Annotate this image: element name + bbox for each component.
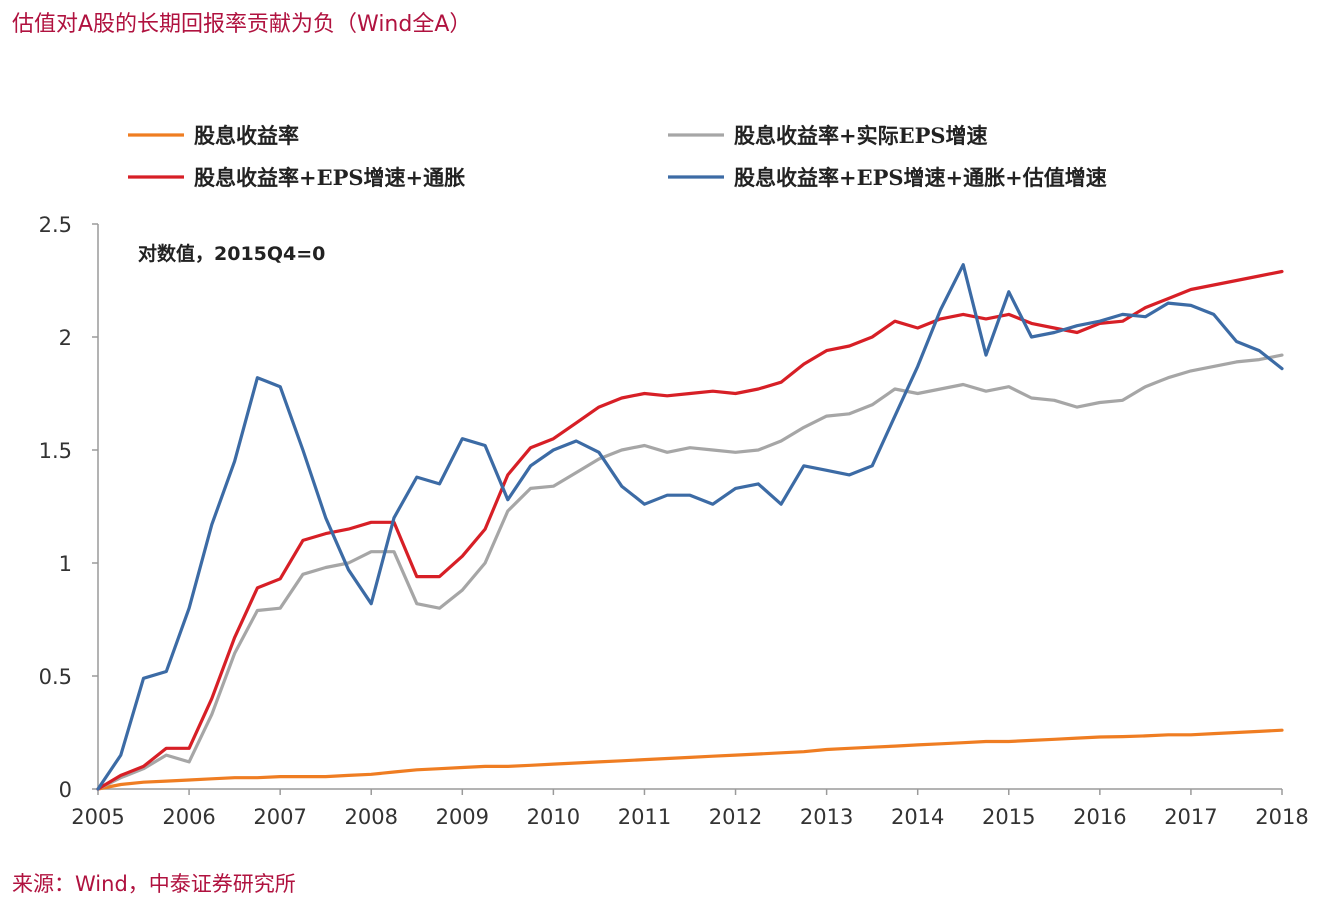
y-tick-label: 0 (59, 778, 72, 802)
x-tick-label: 2010 (527, 805, 580, 829)
axes (92, 223, 1283, 795)
x-tick-label: 2014 (891, 805, 944, 829)
x-tick-label: 2011 (618, 805, 671, 829)
series-line-3 (96, 269, 1284, 791)
y-tick-label: 1.5 (39, 439, 72, 463)
x-tick-label: 2012 (709, 805, 762, 829)
y-tick-label: 1 (59, 552, 72, 576)
x-tick-label: 2017 (1164, 805, 1217, 829)
legend-label: 股息收益率+EPS增速+通胀+估值增速 (734, 165, 1107, 190)
source-note: 来源：Wind，中泰证券研究所 (12, 872, 296, 896)
x-tick-label: 2015 (982, 805, 1035, 829)
legend-label: 股息收益率+EPS增速+通胀 (194, 165, 465, 190)
x-tick-label: 2013 (800, 805, 853, 829)
series-lines (96, 263, 1284, 791)
x-tick-label: 2006 (162, 805, 215, 829)
series-line-2 (96, 353, 1284, 791)
x-tick-label: 2016 (1073, 805, 1126, 829)
x-tick-label: 2005 (71, 805, 124, 829)
y-tick-label: 2.5 (39, 213, 72, 237)
x-tick-label: 2007 (253, 805, 306, 829)
x-tick-label: 2018 (1255, 805, 1308, 829)
tick-labels: 0 0.5 1 1.5 2 2.5 2005 2006 2007 2008 2009 2010 2011… (39, 213, 1309, 829)
y-tick-label: 2 (59, 326, 72, 350)
chart-annotation: 对数值，2015Q4=0 (138, 242, 325, 265)
legend-label: 股息收益率 (194, 123, 299, 148)
series-line-1 (96, 728, 1284, 791)
x-tick-label: 2009 (436, 805, 489, 829)
line-chart: 0 0.5 1 1.5 2 2.5 2005 2006 2007 2008 2009 2010 2011… (39, 123, 1309, 829)
x-tick-label: 2008 (345, 805, 398, 829)
series-line-4 (96, 263, 1284, 791)
y-tick-label: 0.5 (39, 665, 72, 689)
legend-label: 股息收益率+实际EPS增速 (734, 123, 988, 148)
chart-title: 估值对A股的长期回报率贡献为负（Wind全A） (12, 12, 472, 37)
